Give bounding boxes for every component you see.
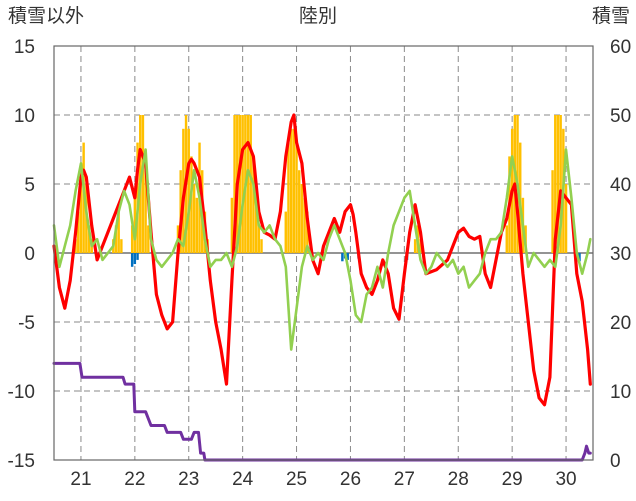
x-tick-label: 27 (394, 469, 415, 490)
bar (300, 184, 304, 253)
x-tick-label: 23 (178, 469, 199, 490)
bar (254, 197, 258, 253)
bar (238, 115, 242, 253)
bar (130, 253, 134, 267)
x-tick-label: 30 (555, 469, 576, 490)
bar (147, 225, 150, 253)
chart-title: 陸別 (299, 5, 337, 27)
bar (77, 211, 80, 253)
bar (260, 239, 263, 253)
y-right-tick-label: 0 (610, 451, 621, 472)
y-right-tick-label: 20 (610, 313, 631, 334)
y-left-tick-label: 10 (14, 106, 35, 127)
bar (578, 253, 581, 262)
bar (195, 197, 199, 253)
bar (249, 115, 252, 253)
y-right-tick-label: 10 (610, 382, 631, 403)
bar (79, 170, 83, 253)
bar (141, 115, 145, 253)
bar (87, 225, 91, 253)
bar (144, 170, 147, 253)
y-axis-left-title: 積雪以外 (8, 5, 84, 27)
x-tick-label: 28 (448, 469, 469, 490)
y-left-tick-label: -15 (8, 451, 35, 472)
y-right-tick-label: 30 (610, 244, 631, 265)
bar (554, 115, 557, 253)
bar (114, 225, 118, 253)
bar (341, 253, 344, 262)
bar (136, 253, 139, 260)
bar (419, 239, 422, 253)
bar (551, 170, 554, 253)
x-tick-label: 26 (340, 469, 361, 490)
bar (346, 253, 349, 260)
series-line (52, 148, 592, 351)
bar (306, 211, 309, 253)
bar (292, 128, 296, 253)
x-tick-label: 25 (286, 469, 307, 490)
series-line (52, 361, 592, 462)
bar (505, 225, 508, 253)
y-left-tick-label: -10 (8, 382, 35, 403)
bar (187, 128, 190, 253)
bar (289, 128, 293, 253)
bar (295, 142, 298, 253)
bar (192, 184, 196, 253)
bar (233, 115, 236, 253)
line-series (52, 113, 592, 462)
x-tick-label: 29 (502, 469, 523, 490)
y-left-tick-label: 0 (24, 244, 35, 265)
y-right-tick-label: 50 (610, 106, 631, 127)
y-right-tick-label: 60 (610, 37, 631, 58)
y-left-tick-label: 5 (24, 175, 35, 196)
x-tick-label: 22 (124, 469, 145, 490)
bar (564, 184, 568, 253)
bar (133, 253, 137, 265)
x-tick-label: 24 (232, 469, 254, 490)
bar (252, 156, 255, 253)
bar (230, 197, 234, 253)
bar (287, 142, 290, 253)
x-tick-label: 21 (70, 469, 91, 490)
y-right-tick-label: 40 (610, 175, 631, 196)
bar (257, 225, 261, 253)
bar (298, 170, 301, 253)
bar (284, 211, 287, 253)
bar (120, 239, 123, 253)
plot-frame (53, 45, 594, 461)
y-left-tick-label: 15 (14, 37, 35, 58)
bar (190, 156, 193, 253)
bar (413, 239, 417, 253)
bar (130, 225, 134, 253)
series-line (52, 113, 592, 407)
bar (241, 115, 244, 253)
y-left-tick-label: -5 (18, 313, 35, 334)
bar (556, 115, 560, 253)
bar (246, 115, 250, 253)
y-axis-right-title: 積雪 (592, 5, 630, 27)
bar (559, 115, 562, 253)
bar (303, 197, 306, 253)
bar (117, 211, 120, 253)
